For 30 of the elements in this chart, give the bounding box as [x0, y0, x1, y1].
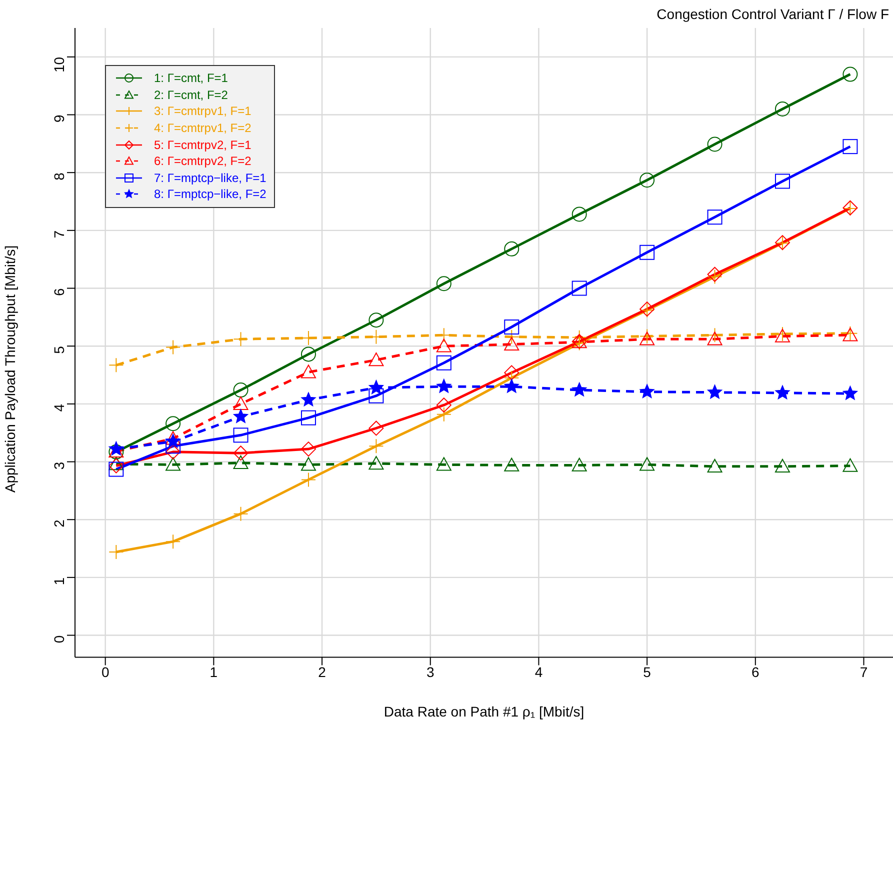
x-tick-label: 7 — [860, 664, 868, 680]
x-tick-label: 4 — [534, 664, 543, 680]
y-tick-label: 1 — [50, 577, 67, 586]
x-tick-label: 1 — [210, 664, 218, 680]
chart-title: Congestion Control Variant Γ / Flow F — [656, 6, 889, 22]
legend-label: 3: Γ=cmtrpv1, F=1 — [154, 104, 252, 118]
y-tick-label: 7 — [50, 230, 67, 238]
y-tick-label: 6 — [50, 288, 67, 296]
x-tick-label: 6 — [752, 664, 760, 680]
legend-label: 2: Γ=cmt, F=2 — [154, 88, 228, 102]
legend-label: 6: Γ=cmtrpv2, F=2 — [154, 154, 252, 168]
x-tick-label: 0 — [101, 664, 110, 680]
y-tick-label: 4 — [50, 404, 67, 412]
y-tick-label: 3 — [50, 462, 67, 470]
legend-label: 7: Γ=mptcp−like, F=1 — [154, 170, 266, 185]
x-tick-label: 2 — [318, 664, 326, 680]
y-tick-label: 0 — [50, 635, 67, 644]
y-tick-label: 2 — [50, 519, 67, 528]
legend-label: 1: Γ=cmt, F=1 — [154, 71, 228, 86]
y-tick-label: 8 — [50, 172, 67, 180]
x-tick-label: 5 — [643, 664, 652, 680]
y-tick-label: 5 — [50, 346, 67, 354]
legend-label: 4: Γ=cmtrpv1, F=2 — [154, 121, 252, 136]
y-tick-label: 10 — [50, 56, 67, 72]
y-tick-label: 9 — [50, 114, 67, 123]
y-axis-title: Application Payload Throughput [Mbit/s] — [2, 245, 18, 493]
x-axis-title: Data Rate on Path #1 ρ₁ [Mbit/s] — [384, 703, 584, 720]
legend-label: 8: Γ=mptcp−like, F=2 — [154, 187, 266, 202]
legend-label: 5: Γ=cmtrpv2, F=1 — [154, 138, 252, 152]
x-tick-label: 3 — [426, 664, 434, 680]
